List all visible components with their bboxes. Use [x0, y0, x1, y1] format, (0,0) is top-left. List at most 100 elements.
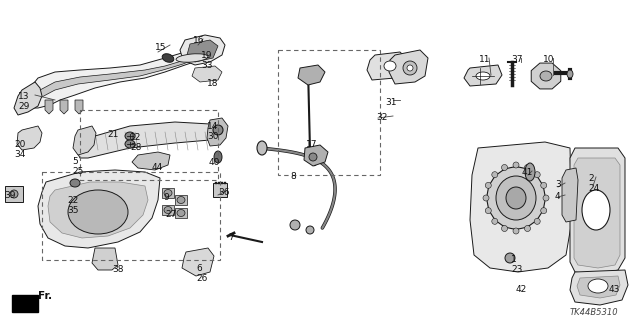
Polygon shape	[531, 63, 561, 89]
Bar	[42, 172, 220, 260]
Ellipse shape	[125, 132, 135, 140]
Polygon shape	[22, 45, 215, 108]
Ellipse shape	[525, 163, 535, 181]
Polygon shape	[17, 126, 42, 150]
Ellipse shape	[213, 125, 223, 135]
Bar	[5, 186, 23, 202]
Polygon shape	[574, 158, 620, 268]
Ellipse shape	[407, 65, 413, 71]
Text: 17: 17	[306, 140, 317, 149]
Text: 3: 3	[555, 180, 561, 189]
Text: 42: 42	[516, 285, 527, 294]
Ellipse shape	[582, 190, 610, 230]
Ellipse shape	[541, 182, 547, 189]
Text: 14: 14	[207, 122, 218, 131]
Ellipse shape	[257, 141, 267, 155]
Polygon shape	[162, 205, 174, 215]
Ellipse shape	[513, 162, 519, 168]
Text: 10: 10	[543, 55, 554, 64]
Polygon shape	[570, 148, 625, 275]
Text: 19: 19	[201, 51, 212, 60]
Polygon shape	[60, 100, 68, 114]
Polygon shape	[92, 248, 118, 270]
Ellipse shape	[588, 279, 608, 293]
Bar	[221, 182, 223, 184]
Text: Fr.: Fr.	[38, 291, 52, 301]
Text: 2
24: 2 24	[588, 174, 599, 193]
Ellipse shape	[525, 165, 531, 171]
Polygon shape	[389, 50, 428, 84]
Text: 44: 44	[152, 163, 163, 172]
Text: 15: 15	[155, 43, 166, 52]
Text: 36: 36	[218, 188, 230, 197]
Text: 32: 32	[376, 113, 387, 122]
Bar	[215, 182, 217, 184]
Text: 13
29: 13 29	[18, 92, 29, 111]
Polygon shape	[304, 145, 328, 166]
Ellipse shape	[214, 151, 222, 163]
Text: 43: 43	[609, 285, 620, 294]
Ellipse shape	[541, 208, 547, 214]
Text: 7: 7	[228, 233, 234, 242]
Ellipse shape	[492, 172, 498, 178]
Ellipse shape	[534, 172, 540, 178]
Text: 9: 9	[163, 193, 169, 202]
Ellipse shape	[164, 189, 172, 197]
Text: 31: 31	[385, 98, 397, 107]
Ellipse shape	[483, 195, 489, 201]
Polygon shape	[298, 65, 325, 85]
Text: 18: 18	[207, 79, 218, 88]
Polygon shape	[45, 100, 53, 114]
Ellipse shape	[177, 197, 185, 204]
Ellipse shape	[492, 218, 498, 224]
Ellipse shape	[176, 54, 208, 62]
Text: 4: 4	[555, 192, 561, 201]
Polygon shape	[182, 248, 214, 276]
Ellipse shape	[567, 70, 573, 78]
Polygon shape	[207, 118, 228, 146]
Ellipse shape	[309, 153, 317, 161]
Text: 40: 40	[209, 158, 220, 167]
Polygon shape	[162, 188, 174, 198]
Ellipse shape	[476, 72, 490, 80]
Text: 11: 11	[479, 55, 490, 64]
Ellipse shape	[164, 206, 172, 213]
Ellipse shape	[496, 176, 536, 220]
Text: TK44B5310: TK44B5310	[570, 308, 619, 317]
Ellipse shape	[177, 210, 185, 217]
Bar	[218, 182, 220, 184]
Ellipse shape	[502, 226, 508, 232]
Text: 33: 33	[201, 61, 212, 70]
Polygon shape	[36, 55, 200, 98]
Ellipse shape	[384, 61, 396, 71]
Polygon shape	[187, 40, 218, 62]
Text: 22
35: 22 35	[67, 196, 79, 215]
Bar	[278, 50, 380, 175]
Text: 1
23: 1 23	[511, 255, 522, 274]
Ellipse shape	[505, 253, 515, 263]
Polygon shape	[175, 195, 187, 205]
Polygon shape	[470, 142, 572, 272]
Text: 20
34: 20 34	[14, 140, 26, 160]
Ellipse shape	[10, 190, 18, 198]
Text: 21: 21	[107, 130, 118, 139]
Text: 41: 41	[522, 168, 533, 177]
Polygon shape	[464, 65, 502, 86]
Polygon shape	[14, 82, 42, 115]
Ellipse shape	[543, 195, 549, 201]
Text: 39: 39	[4, 191, 15, 200]
Polygon shape	[38, 170, 160, 248]
Polygon shape	[180, 35, 225, 65]
Ellipse shape	[125, 140, 135, 148]
Ellipse shape	[290, 220, 300, 230]
Ellipse shape	[403, 61, 417, 75]
Polygon shape	[132, 152, 170, 170]
Ellipse shape	[487, 167, 545, 229]
Text: 38: 38	[112, 265, 124, 274]
Text: 16: 16	[193, 36, 205, 45]
Text: 27: 27	[165, 210, 177, 219]
Polygon shape	[577, 276, 620, 298]
Text: 6
26: 6 26	[196, 264, 207, 283]
Polygon shape	[75, 122, 215, 158]
Text: 5
25: 5 25	[72, 157, 83, 176]
